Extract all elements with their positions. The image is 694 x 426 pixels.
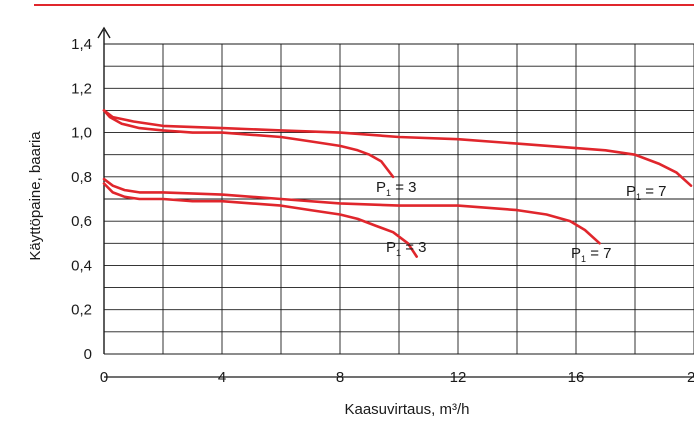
- y-tick-label: 1,4: [71, 36, 92, 53]
- series-line-3: [102, 182, 418, 258]
- y-tick-label: 1,0: [71, 125, 92, 142]
- y-tick-label: 0: [84, 346, 92, 363]
- x-axis-label: Kaasuvirtaus, m³/h: [344, 401, 469, 418]
- series-line-1: [102, 109, 395, 179]
- y-tick-label: 0,6: [71, 213, 92, 230]
- curve-label-3: P1 = 3: [386, 239, 426, 258]
- y-axis-arrowhead: [97, 26, 111, 39]
- curve-labels: P1 = 3 P1 = 7 P1 = 3 P1 = 7: [376, 179, 666, 264]
- curve-label-4: P1 = 7: [571, 245, 611, 264]
- y-tick-label: 0,4: [71, 257, 92, 274]
- y-tick-label: 0,8: [71, 169, 92, 186]
- curve-label-2: P1 = 7: [626, 183, 666, 202]
- series-line-4: [102, 177, 601, 245]
- curve-label-1: P1 = 3: [376, 179, 416, 198]
- y-axis-label: Käyttöpaine, baaria: [27, 131, 44, 261]
- grid: [104, 43, 694, 355]
- y-tick-labels: 0 0,2 0,4 0,6 0,8 1,0 1,2 1,4: [71, 36, 92, 363]
- series-lines: [102, 109, 693, 258]
- y-tick-label: 1,2: [71, 80, 92, 97]
- y-tick-label: 0,2: [71, 302, 92, 319]
- axes: [97, 26, 111, 354]
- series-line-2: [102, 109, 693, 187]
